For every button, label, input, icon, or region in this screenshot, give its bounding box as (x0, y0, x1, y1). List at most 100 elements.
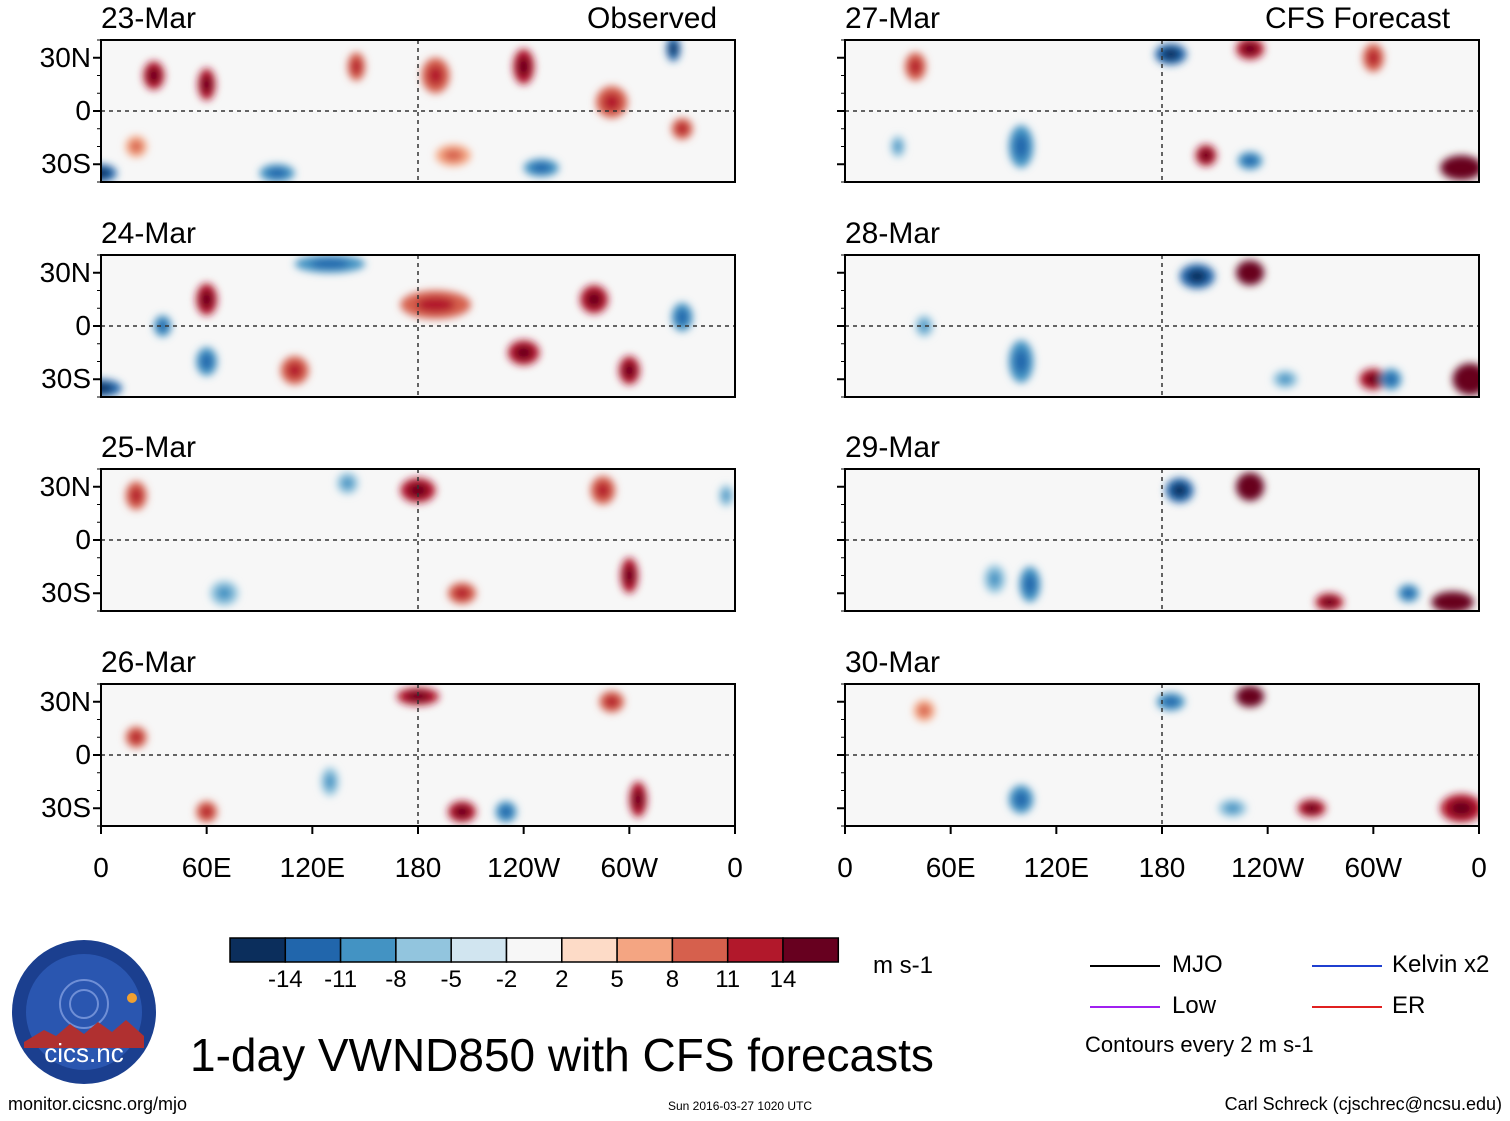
anomaly-core (623, 362, 636, 379)
anomaly-core (514, 345, 533, 360)
lon-label: 120E (1023, 852, 1090, 883)
anomaly-core (919, 320, 930, 332)
legend-low-line (1090, 1006, 1160, 1008)
shaded-field (125, 472, 734, 606)
lat-label: 0 (75, 310, 91, 341)
anomaly-core (408, 483, 428, 498)
anomaly-core (531, 162, 551, 173)
anomaly-core (500, 805, 512, 818)
lon-label: 0 (93, 852, 109, 883)
colorbar-tick-label: -2 (495, 966, 518, 993)
lon-label: 60E (181, 852, 232, 883)
anomaly-core (918, 704, 931, 717)
anomaly-core (1449, 160, 1474, 175)
anomaly-core (909, 58, 922, 75)
panel-24-Mar (93, 254, 736, 398)
anomaly-core (586, 291, 602, 308)
lat-label: 30S (41, 792, 91, 824)
lat-label: 30S (41, 363, 91, 395)
panel-date: 26-Mar (101, 646, 197, 679)
panel-23-Mar (93, 39, 736, 183)
anomaly-core (351, 58, 362, 75)
anomaly-core (676, 309, 688, 325)
anomaly-core (1163, 696, 1179, 707)
lon-label: 180 (394, 852, 442, 883)
anomaly-core (1242, 265, 1258, 280)
anomaly-core (1242, 43, 1258, 55)
colorbar-tick-label: -5 (440, 966, 462, 993)
anomaly-core (722, 489, 731, 502)
anomaly-core (200, 290, 213, 309)
lat-label: 0 (75, 95, 91, 126)
logo-text: cics.nc (44, 1038, 123, 1068)
anomaly-core (1187, 269, 1207, 284)
colorbar-tick-label: 14 (769, 966, 797, 993)
anomaly-core (157, 320, 168, 332)
anomaly-core (1014, 134, 1028, 159)
panel-date: 23-Mar (101, 2, 197, 35)
anomaly-core (1321, 597, 1338, 608)
cfs-forecast-label: CFS Forecast (1265, 2, 1451, 35)
anomaly-core (893, 140, 902, 153)
colorbar-swatch (229, 937, 287, 963)
colorbar-swatch (395, 937, 452, 963)
lon-label: 120W (487, 852, 561, 883)
anomaly-core (1278, 374, 1293, 385)
anomaly-core (200, 353, 213, 370)
panel-date: 29-Mar (845, 431, 941, 464)
anomaly-core (1024, 574, 1036, 595)
colorbar-tick-label: 8 (665, 966, 680, 993)
observed-label: Observed (587, 2, 718, 35)
colorbar (229, 937, 840, 963)
legend-kelvin-label: Kelvin x2 (1392, 951, 1490, 978)
lon-label: 0 (727, 852, 743, 883)
legend-kelvin-line (1312, 965, 1382, 967)
lat-label: 30N (39, 470, 91, 502)
colorbar-swatch (782, 937, 840, 963)
shaded-field (101, 255, 693, 397)
anomaly-core (1224, 803, 1241, 814)
footer-url: monitor.cicsnc.org/mjo (8, 1094, 188, 1114)
anomaly-core (454, 805, 470, 818)
panel-date: 28-Mar (845, 217, 941, 250)
anomaly-core (1243, 155, 1257, 166)
lat-label: 0 (75, 524, 91, 555)
anomaly-core (200, 805, 213, 818)
anomaly-core (988, 571, 1001, 587)
panel-30-Mar (837, 683, 1480, 834)
anomaly-core (310, 258, 350, 269)
panel-26-Mar (93, 683, 736, 834)
anomaly-core (1014, 349, 1028, 374)
legend-er-label: ER (1392, 992, 1426, 1019)
lat-label: 30S (41, 148, 91, 180)
anomaly-core (1367, 49, 1380, 66)
legend-er-line (1312, 1006, 1382, 1008)
panel-date: 30-Mar (845, 646, 941, 679)
anomaly-core (1242, 690, 1258, 703)
footer-author: Carl Schreck (cjschrec@ncsu.edu) (1224, 1094, 1502, 1114)
lon-label: 60W (600, 852, 659, 883)
colorbar-swatch (450, 937, 508, 963)
anomaly-core (1402, 588, 1415, 599)
anomaly-core (624, 565, 635, 586)
colorbar-tick-label: 11 (715, 966, 741, 993)
anomaly-core (1242, 478, 1258, 495)
panel-29-Mar (837, 468, 1480, 612)
anomaly-core (604, 695, 619, 708)
panel-25-Mar (93, 468, 736, 612)
anomaly-core (130, 487, 143, 504)
colorbar-tick-label: 2 (555, 966, 569, 993)
colorbar-tick-label: 5 (610, 966, 624, 993)
panel-27-Mar (837, 39, 1480, 183)
lon-label: 60W (1344, 852, 1403, 883)
anomaly-core (443, 149, 463, 162)
colorbar-swatch (671, 937, 729, 963)
anomaly-core (603, 93, 621, 111)
lat-label: 30N (39, 41, 91, 73)
colorbar-swatch (339, 937, 397, 963)
legend-mjo-line (1090, 965, 1160, 967)
anomaly-core (148, 67, 160, 84)
lon-label: 120E (279, 852, 346, 883)
anomaly-core (216, 586, 233, 601)
colorbar-swatch (616, 937, 674, 963)
